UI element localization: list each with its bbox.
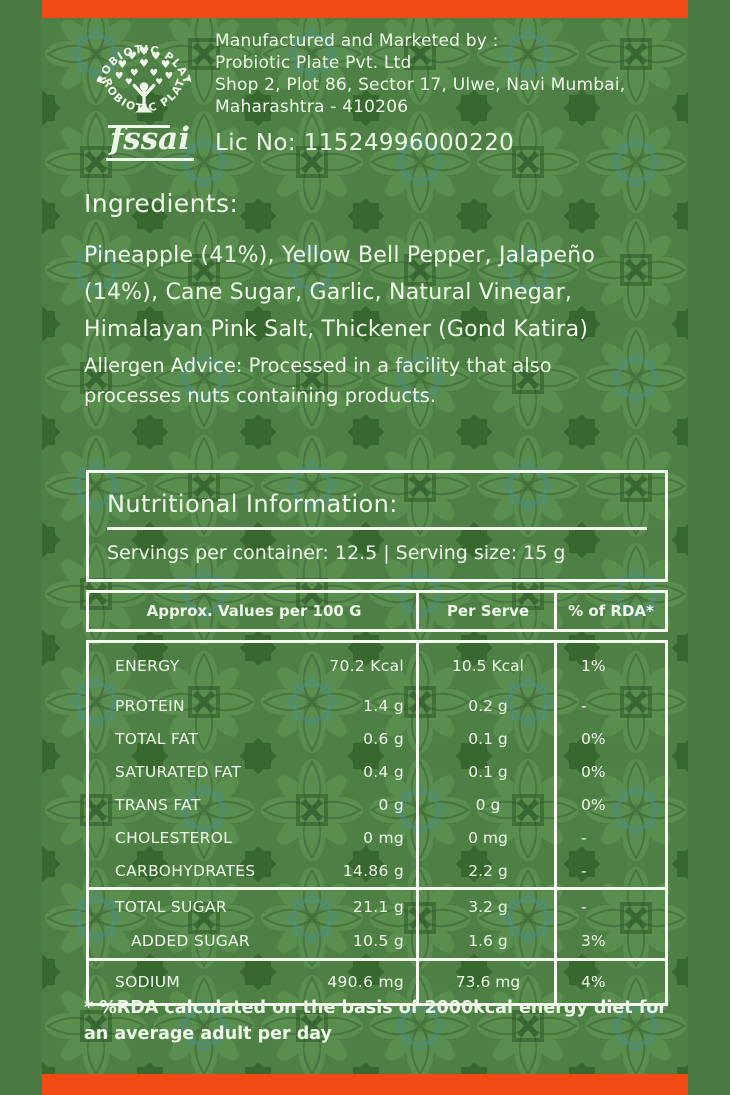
row-label: TOTAL FAT — [115, 729, 199, 748]
rda-value: - — [581, 861, 587, 880]
table-row-energy: ENERGY 70.2 Kcal 10.5 Kcal 1% — [89, 643, 665, 689]
row-label: CHOLESTEROL — [115, 828, 233, 847]
rda-value: - — [581, 828, 587, 847]
svg-text:♥: ♥ — [161, 58, 171, 71]
row-label: TOTAL SUGAR — [115, 898, 227, 916]
manufacturer-line: Shop 2, Plot 86, Sector 17, Ulwe, Navi M… — [215, 75, 626, 95]
svg-text:♥: ♥ — [151, 50, 161, 63]
svg-text:♥: ♥ — [125, 77, 133, 87]
table-row-sodium: SODIUM 490.6 mg 73.6 mg 4% — [89, 961, 665, 1003]
value-per-100g: 0.4 g — [363, 762, 404, 781]
rda-value: 0% — [581, 795, 606, 814]
manufacturer-line: Maharashtra - 410206 — [215, 97, 409, 117]
probiotic-plate-logo-icon: PROBIOTIC PLATE PROBIOTIC PLATE ♥ ♥ ♥ ♥ … — [90, 25, 192, 115]
value-per-serve: 2.2 g — [468, 861, 508, 880]
table-row-protein: PROTEIN 1.4 g 0.2 g - — [89, 689, 665, 722]
column-header-per-100g: Approx. Values per 100 G — [146, 602, 362, 620]
value-per-100g: 70.2 Kcal — [329, 657, 404, 675]
value-per-serve: 0.1 g — [468, 762, 508, 781]
value-per-100g: 1.4 g — [363, 696, 404, 715]
rda-value: - — [581, 898, 587, 916]
table-row-saturated-fat: SATURATED FAT 0.4 g 0.1 g 0% — [89, 755, 665, 788]
nutrition-table-header: Approx. Values per 100 G Per Serve % of … — [86, 590, 668, 632]
value-per-100g: 21.1 g — [352, 898, 404, 916]
value-per-serve: 10.5 Kcal — [452, 657, 524, 675]
column-divider — [554, 593, 557, 629]
rda-value: 3% — [581, 932, 606, 950]
nutrition-panel: Nutritional Information: Servings per co… — [86, 470, 668, 1014]
nutrition-title-box: Nutritional Information: Servings per co… — [86, 470, 668, 582]
value-per-serve: 0 mg — [468, 828, 508, 847]
mandala-pattern-background — [42, 0, 688, 1095]
title-underline — [107, 527, 647, 530]
row-label: TRANS FAT — [115, 795, 201, 814]
value-per-serve: 3.2 g — [468, 898, 508, 916]
row-label: SODIUM — [115, 973, 181, 991]
rda-value: 0% — [581, 729, 606, 748]
rda-footnote: * %RDA calculated on the basis of 2000kc… — [84, 998, 668, 1044]
value-per-100g: 0 mg — [363, 828, 404, 847]
column-divider — [416, 643, 419, 1003]
nutrition-section-sugars: TOTAL SUGAR 21.1 g 3.2 g - ADDED SUGAR 10.… — [89, 887, 665, 958]
fssai-logo-text: fssai — [109, 121, 191, 157]
manufacturer-line: Manufactured and Marketed by : — [215, 31, 499, 51]
svg-text:♥: ♥ — [139, 44, 150, 58]
value-per-serve: 73.6 mg — [455, 973, 521, 991]
value-per-serve: 0.2 g — [468, 696, 508, 715]
nutrition-table-body: ENERGY 70.2 Kcal 10.5 Kcal 1% PROTEIN 1.4 … — [86, 640, 668, 1006]
row-label: ENERGY — [115, 657, 180, 675]
value-per-serve: 0 g — [475, 795, 501, 814]
ingredients-title: Ingredients: — [84, 189, 239, 218]
column-header-per-serve: Per Serve — [446, 602, 530, 620]
row-label: ADDED SUGAR — [131, 932, 250, 950]
brand-logo: PROBIOTIC PLATE PROBIOTIC PLATE ♥ ♥ ♥ ♥ … — [90, 25, 198, 133]
value-per-serve: 0.1 g — [468, 729, 508, 748]
svg-text:♥: ♥ — [149, 68, 158, 79]
value-per-100g: 0.6 g — [363, 729, 404, 748]
fssai-logo: fssai — [106, 121, 194, 161]
column-header-rda: % of RDA* — [568, 602, 654, 620]
rda-value: 4% — [581, 973, 606, 991]
row-label: PROTEIN — [115, 696, 185, 715]
value-per-100g: 490.6 mg — [327, 973, 404, 991]
license-number: Lic No: 11524996000220 — [215, 130, 515, 156]
rda-value: - — [581, 696, 587, 715]
value-per-100g: 10.5 g — [352, 932, 404, 950]
servings-info: Servings per container: 12.5 | Serving s… — [107, 542, 566, 564]
heart-tree-icon: ♥ ♥ ♥ ♥ ♥ ♥ ♥ ♥ ♥ ♥ ♥ ♥ — [115, 44, 173, 113]
table-row-cholesterol: CHOLESTEROL 0 mg 0 mg - — [89, 821, 665, 854]
column-divider — [416, 593, 419, 629]
svg-text:♥: ♥ — [127, 50, 137, 63]
bottom-accent-bar — [42, 1074, 688, 1095]
ingredients-text: Pineapple (41%), Yellow Bell Pepper, Jal… — [84, 243, 596, 342]
table-row-total-fat: TOTAL FAT 0.6 g 0.1 g 0% — [89, 722, 665, 755]
value-per-100g: 0 g — [378, 795, 404, 814]
svg-text:♥: ♥ — [115, 71, 124, 82]
top-accent-bar — [42, 0, 688, 18]
nutrition-section-main: ENERGY 70.2 Kcal 10.5 Kcal 1% PROTEIN 1.4 … — [89, 643, 665, 887]
nutrition-title: Nutritional Information: — [107, 490, 398, 518]
table-row-trans-fat: TRANS FAT 0 g 0 g 0% — [89, 788, 665, 821]
svg-text:♥: ♥ — [164, 71, 173, 82]
manufacturer-address: Manufactured and Marketed by : Probiotic… — [215, 30, 685, 118]
nutrition-section-sodium: SODIUM 490.6 mg 73.6 mg 4% — [89, 958, 665, 1003]
svg-text:♥: ♥ — [118, 58, 128, 71]
svg-text:♥: ♥ — [139, 57, 149, 70]
manufacturer-line: Probiotic Plate Pvt. Ltd — [215, 53, 412, 73]
rda-value: 0% — [581, 762, 606, 781]
allergen-advice: Allergen Advice: Processed in a facility… — [84, 354, 552, 407]
row-label: CARBOHYDRATES — [115, 861, 256, 880]
svg-text:♥: ♥ — [155, 77, 163, 87]
column-divider — [554, 643, 557, 1003]
rda-value: 1% — [581, 657, 606, 675]
table-row-added-sugar: ADDED SUGAR 10.5 g 1.6 g 3% — [89, 924, 665, 958]
table-row-carbohydrates: CARBOHYDRATES 14.86 g 2.2 g - — [89, 854, 665, 887]
table-row-total-sugar: TOTAL SUGAR 21.1 g 3.2 g - — [89, 890, 665, 924]
value-per-100g: 14.86 g — [342, 861, 404, 880]
svg-text:♥: ♥ — [130, 68, 139, 79]
row-label: SATURATED FAT — [115, 762, 242, 781]
label-content-area: PROBIOTIC PLATE PROBIOTIC PLATE ♥ ♥ ♥ ♥ … — [42, 0, 688, 1095]
value-per-serve: 1.6 g — [468, 932, 508, 950]
